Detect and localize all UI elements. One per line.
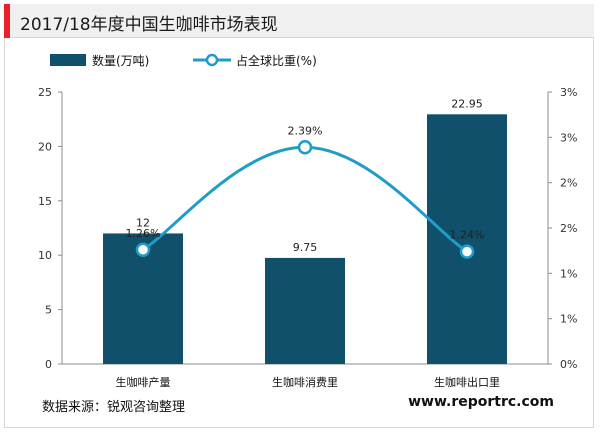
share-point	[135, 242, 151, 258]
right-tick-label: 0%	[560, 358, 577, 371]
category-label: 生咖啡出口里	[434, 375, 500, 389]
bar-value-label: 9.75	[293, 241, 318, 254]
source-note: 数据来源：锐观咨询整理	[42, 400, 186, 415]
category-label: 生咖啡消费里	[272, 375, 338, 389]
right-tick-label: 1%	[560, 313, 577, 326]
category-label: 生咖啡产量	[116, 375, 171, 389]
share-line	[142, 145, 468, 253]
share-value-label: 2.39%	[288, 124, 323, 137]
share-point	[459, 244, 475, 259]
bar	[427, 114, 507, 364]
title-accent	[4, 4, 10, 38]
right-tick-label: 3%	[560, 131, 577, 144]
left-tick-label: 0	[45, 358, 52, 371]
title-bar: 2017/18年度中国生咖啡市场表现	[4, 4, 594, 38]
share-value-label: 1.24%	[450, 229, 485, 242]
watermark: www.reportrc.com	[408, 394, 554, 410]
left-tick-label: 25	[38, 86, 52, 99]
share-value-label: 1.26%	[126, 227, 161, 240]
bar-value-label: 12	[136, 216, 150, 229]
legend-line-marker	[205, 53, 219, 67]
left-tick-label: 10	[38, 249, 52, 262]
left-tick-label: 5	[45, 304, 52, 317]
share-point	[297, 140, 313, 155]
left-tick-label: 15	[38, 195, 52, 208]
legend-bar-swatch	[50, 54, 86, 66]
bar-value-label: 22.95	[451, 97, 483, 110]
legend-bar-label: 数量(万吨)	[92, 53, 149, 68]
legend-line-label: 占全球比重(%)	[236, 53, 317, 68]
right-tick-label: 3%	[560, 86, 577, 99]
right-tick-label: 2%	[560, 222, 577, 235]
page-title: 2017/18年度中国生咖啡市场表现	[20, 15, 278, 35]
bar	[265, 257, 345, 364]
right-tick-label: 2%	[560, 177, 577, 190]
left-tick-label: 20	[38, 140, 52, 153]
right-tick-label: 1%	[560, 267, 577, 280]
